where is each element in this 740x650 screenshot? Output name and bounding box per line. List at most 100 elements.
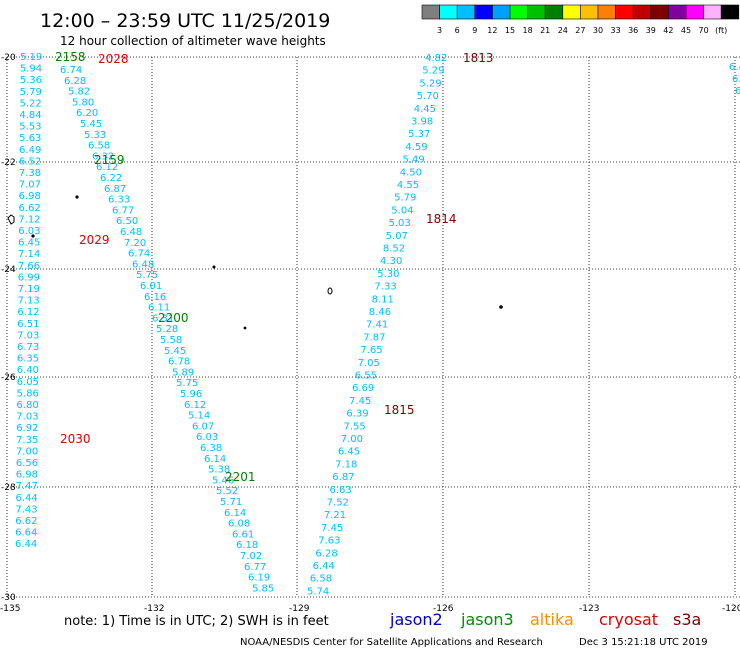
scale-swatch — [509, 4, 528, 20]
swh-value-label: 6.61 — [232, 529, 254, 540]
swh-value-label: 5.36 — [20, 75, 42, 86]
swh-value-label: 6.73 — [17, 342, 39, 353]
scale-swatch — [703, 4, 722, 20]
time-label: 2201 — [225, 470, 256, 484]
footer-note: note: 1) Time is in UTC; 2) SWH is in fe… — [64, 614, 329, 629]
scale-swatch — [439, 4, 458, 20]
swh-value-label: 7.47 — [16, 481, 38, 492]
swh-value-label: 5.86 — [17, 388, 39, 399]
time-label: 2159 — [94, 153, 125, 167]
swh-value-label: 6.44 — [15, 493, 37, 504]
swh-value-label: 5.79 — [20, 87, 42, 98]
swh-value-label: 7.41 — [366, 320, 388, 331]
legend-s3a: s3a — [673, 610, 701, 629]
scale-label: 39 — [646, 26, 656, 35]
lat-lon-grid — [6, 56, 740, 598]
scale-label: 70 — [699, 26, 709, 35]
swh-value-label: 6.03 — [196, 432, 218, 443]
legend-cryosat: cryosat — [599, 610, 658, 629]
swh-value-label: 6.69 — [352, 383, 374, 394]
time-labels: 2158 2028 2159 2029 2200 2030 2201 1813 1814 1815 — [55, 50, 494, 484]
swh-value-label: 6.52 — [19, 156, 41, 167]
swh-value-label: 6.45 — [338, 447, 360, 458]
swh-value-label: 5.58 — [160, 335, 182, 346]
swh-value-label: 5.28 — [156, 324, 178, 335]
swh-value-label: 6.74 — [128, 249, 150, 260]
swh-value-label: 7.03 — [17, 330, 39, 341]
scale-swatch — [456, 4, 476, 20]
scale-swatch — [474, 4, 493, 20]
swh-value-label: 5.33 — [84, 130, 106, 141]
scale-label: 12 — [487, 26, 497, 35]
swh-value-label: 4.59 — [405, 142, 427, 153]
swh-value-label: 5.49 — [403, 155, 425, 166]
scale-swatch — [562, 4, 581, 20]
swh-value-label: 6.28 — [315, 548, 337, 559]
swh-value-label: 7.03 — [16, 412, 38, 423]
swh-value-label: 7.00 — [341, 434, 363, 445]
swh-value-label: 6.35 — [17, 354, 39, 365]
swh-value-label: 5.30 — [377, 269, 399, 280]
scale-swatch — [580, 4, 599, 20]
scale-label: 27 — [575, 26, 585, 35]
swh-value-label: 7.05 — [358, 358, 380, 369]
time-label: 1814 — [426, 212, 457, 226]
swh-value-label: 5.79 — [394, 193, 416, 204]
swh-value-label: 5.22 — [20, 98, 42, 109]
swh-value-label: 7.35 — [16, 435, 38, 446]
lat-label: -20 — [1, 53, 16, 63]
swh-value-label: 6.48 — [132, 259, 154, 270]
scale-label: 24 — [558, 26, 568, 35]
swh-value-label: 6.87 — [104, 184, 126, 195]
time-label: 2030 — [60, 432, 91, 446]
scale-swatch — [421, 4, 440, 20]
island-dot — [499, 305, 503, 309]
island-dot — [31, 234, 35, 238]
swh-value-label: 6.50 — [116, 216, 138, 227]
scale-label: 45 — [681, 26, 691, 35]
swh-value-label: 5.80 — [72, 97, 94, 108]
swh-value-label: 5.70 — [417, 91, 439, 102]
swh-value-label: 7.55 — [344, 421, 366, 432]
swh-value-label: 5.82 — [68, 87, 90, 98]
swh-value-label: 7.20 — [124, 238, 146, 249]
swh-value-label: 7.63 — [318, 536, 340, 547]
island-dot — [75, 195, 79, 199]
legend-jason2: jason2 — [389, 610, 443, 629]
time-label: 2200 — [158, 311, 189, 325]
swh-value-label: 5.74 — [307, 586, 329, 597]
swh-value-label: 6.44 — [15, 539, 37, 550]
swh-value-label: 7.07 — [19, 180, 41, 191]
swh-value-label: 6.16 — [144, 292, 166, 303]
swh-value-label: 4.30 — [380, 256, 402, 267]
swh-value-label: 7.13 — [18, 296, 40, 307]
scale-swatch — [632, 4, 652, 20]
swh-value-label: 6.63 — [329, 485, 351, 496]
swh-value-label: 6.39 — [346, 409, 368, 420]
swh-value-label: 5.52 — [216, 486, 238, 497]
scale-label: 33 — [611, 26, 621, 35]
lat-label: -22 — [1, 158, 16, 168]
scale-swatch — [527, 4, 546, 20]
swh-value-label: 7.43 — [15, 504, 37, 515]
swh-value-label: 3.98 — [411, 117, 433, 128]
swh-value-label: 5.38 — [208, 465, 230, 476]
swh-value-label: 7.65 — [360, 345, 382, 356]
lon-label: -129 — [289, 604, 310, 614]
swh-value-label: 6.19 — [248, 573, 270, 584]
scale-swatch — [615, 4, 634, 20]
swh-value-label: 5.53 — [19, 122, 41, 133]
swh-value-label: 6.62 — [18, 203, 40, 214]
swh-value-label: 8.52 — [383, 244, 405, 255]
time-label: 1815 — [384, 403, 415, 417]
swh-value-label: 5.96 — [180, 389, 202, 400]
swh-value-label: 5.71 — [220, 497, 242, 508]
footer-credit: NOAA/NESDIS Center for Satellite Applica… — [240, 637, 543, 648]
time-label: 2029 — [79, 233, 110, 247]
swh-value-label: 6.5 — [732, 74, 740, 85]
island-west — [7, 214, 15, 225]
swh-value-label: 6.03 — [18, 226, 40, 237]
swh-value-label: 6.51 — [17, 319, 39, 330]
swh-value-label: 7.12 — [18, 214, 40, 225]
